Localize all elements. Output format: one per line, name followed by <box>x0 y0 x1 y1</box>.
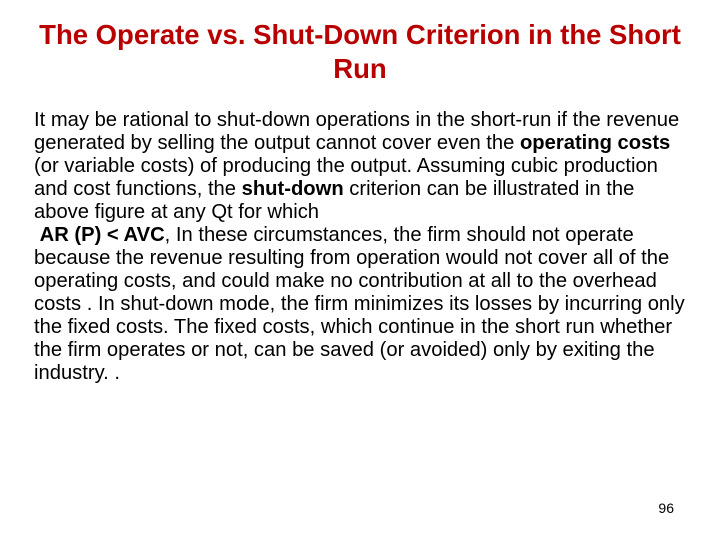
slide: The Operate vs. Shut-Down Criterion in t… <box>0 0 720 540</box>
criterion-ar-avc: AR (P) < AVC <box>40 224 165 246</box>
slide-title: The Operate vs. Shut-Down Criterion in t… <box>34 18 686 85</box>
body-text-2a: , In these circumstances, the firm shoul… <box>34 224 685 384</box>
slide-body: It may be rational to shut-down operatio… <box>34 109 686 385</box>
page-number: 96 <box>658 500 674 516</box>
term-operating-costs: operating costs <box>520 132 670 154</box>
term-shut-down: shut-down <box>242 178 344 200</box>
